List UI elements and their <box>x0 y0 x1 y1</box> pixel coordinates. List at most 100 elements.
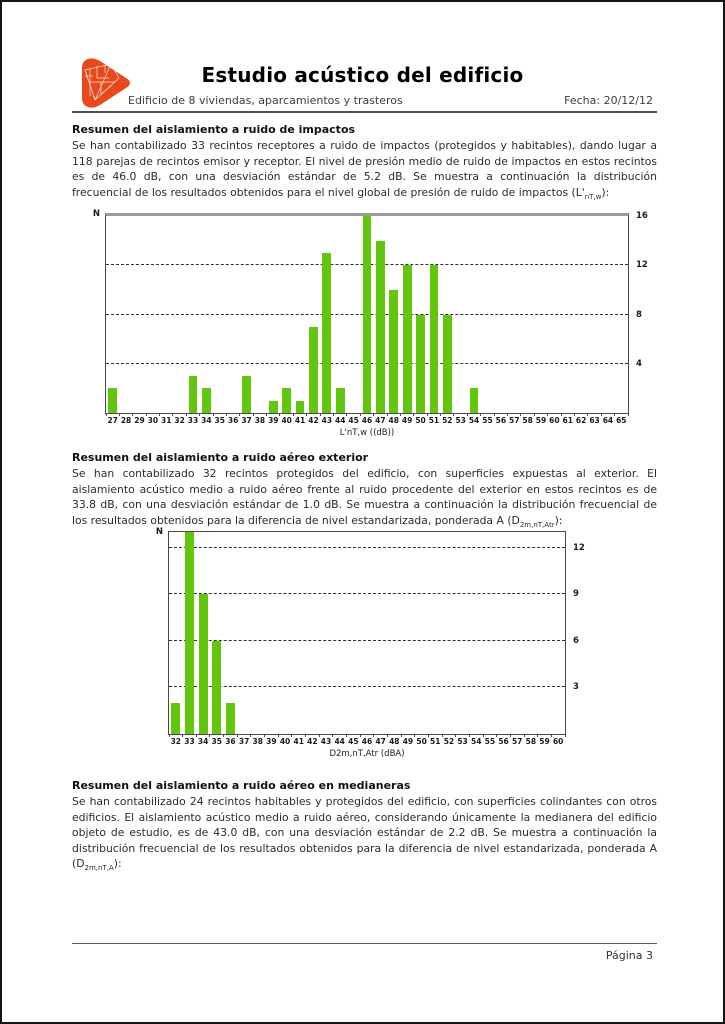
x-axis-tick <box>600 413 602 416</box>
x-axis-tick <box>306 413 308 416</box>
bar-48 <box>389 289 399 413</box>
x-tick-label-35: 35 <box>211 737 222 746</box>
x-tick-label-30: 30 <box>147 416 159 425</box>
bar-34 <box>201 388 211 413</box>
bar-44 <box>335 388 345 413</box>
x-axis-tick <box>560 413 562 416</box>
bar-33 <box>188 376 198 413</box>
x-tick-label-40: 40 <box>281 416 292 425</box>
y-tick-label-9: 9 <box>573 589 579 600</box>
bar-34 <box>198 594 208 734</box>
x-axis-tick <box>386 413 388 416</box>
y-tick-label-8: 8 <box>636 309 642 320</box>
x-tick-label-46: 46 <box>361 416 373 425</box>
x-tick-label-53: 53 <box>455 416 466 425</box>
x-tick-label-55: 55 <box>484 737 496 746</box>
x-tick-label-29: 29 <box>134 416 145 425</box>
x-tick-label-34: 34 <box>201 416 212 425</box>
x-axis-tick <box>520 413 522 416</box>
x-axis-tick <box>466 413 468 416</box>
y-axis-title: N <box>92 209 100 219</box>
formula-post: ): <box>113 857 122 871</box>
y-tick-label-12: 12 <box>573 542 585 553</box>
x-tick-label-28: 28 <box>120 416 132 425</box>
x-axis-tick <box>333 413 335 416</box>
x-axis-title: L'nT,w ((dB)) <box>339 428 395 438</box>
x-axis-tick <box>414 734 416 737</box>
x-axis-tick <box>480 413 482 416</box>
x-tick-label-63: 63 <box>589 416 600 425</box>
header-divider <box>72 111 657 113</box>
bar-47 <box>375 240 385 413</box>
x-axis-tick <box>252 413 254 416</box>
x-tick-label-44: 44 <box>334 737 345 746</box>
x-axis-tick <box>509 734 511 737</box>
y-tick-label-16: 16 <box>636 211 648 221</box>
x-axis-tick <box>564 734 566 737</box>
gridline-9 <box>169 593 565 595</box>
x-axis-tick <box>305 734 307 737</box>
x-axis-tick <box>195 734 197 737</box>
x-axis-tick <box>550 734 552 737</box>
x-axis-tick <box>105 413 107 416</box>
x-tick-label-62: 62 <box>575 416 587 425</box>
formula-post: ): <box>601 185 610 199</box>
x-tick-label-35: 35 <box>214 416 225 425</box>
x-tick-label-32: 32 <box>174 416 185 425</box>
x-axis-tick <box>209 734 211 737</box>
paragraph-text: Se han contabilizado 33 recintos recepto… <box>72 139 657 199</box>
bar-50 <box>416 314 425 413</box>
x-axis-tick <box>277 734 279 737</box>
x-tick-label-40: 40 <box>279 737 291 746</box>
exterior-airborne-noise-histogram: 32 33 34 35 36 37 38 39 40 41 42 43 44 45 46 47 48 49 50 51… <box>156 527 585 759</box>
x-tick-label-38: 38 <box>252 737 263 746</box>
chart-plot-area: 27 28 29 30 31 32 33 34 35 36 37 38 39 40 41 42 43 44 45 46… <box>105 211 648 425</box>
x-axis-tick <box>292 413 294 416</box>
bar-35 <box>212 640 222 734</box>
x-tick-label-56: 56 <box>495 416 507 425</box>
x-axis-tick <box>453 413 455 416</box>
x-tick-label-42: 42 <box>307 737 318 746</box>
x-axis-tick <box>264 734 266 737</box>
gridline-6 <box>169 639 565 641</box>
x-axis-tick <box>346 734 348 737</box>
x-axis-tick <box>468 734 470 737</box>
gridline-3 <box>169 686 565 688</box>
section-paragraph-medianeras: Se han contabilizado 24 recintos habitab… <box>72 794 657 872</box>
page-number: Página 3 <box>605 949 653 962</box>
bar-27 <box>108 388 118 413</box>
x-axis-tick <box>426 413 428 416</box>
x-axis-tick <box>212 413 214 416</box>
x-axis-tick <box>573 413 575 416</box>
formula-subscript: 2m,nT,Atr <box>519 520 555 529</box>
x-axis-title: D2m,nT,Atr (dBA) <box>329 749 405 759</box>
x-axis-tick <box>168 734 170 737</box>
formula-pre: (D <box>72 857 85 871</box>
bar-43 <box>322 252 332 413</box>
x-tick-label-51: 51 <box>428 416 440 425</box>
company-logo-icon <box>81 56 131 110</box>
x-axis-tick <box>199 413 201 416</box>
x-tick-label-33: 33 <box>184 737 195 746</box>
x-axis-tick <box>250 734 252 737</box>
footer-divider <box>72 943 657 944</box>
x-tick-label-60: 60 <box>552 737 564 746</box>
x-axis-tick <box>507 413 509 416</box>
x-tick-label-54: 54 <box>468 416 480 425</box>
x-axis-tick <box>413 413 415 416</box>
x-tick-label-51: 51 <box>430 737 441 746</box>
x-axis-tick <box>145 413 147 416</box>
x-tick-label-60: 60 <box>549 416 560 425</box>
x-tick-label-42: 42 <box>308 416 319 425</box>
x-axis-tick <box>118 413 120 416</box>
x-tick-label-47: 47 <box>375 416 386 425</box>
x-axis-tick <box>482 734 484 737</box>
x-axis-tick <box>533 413 535 416</box>
x-tick-label-55: 55 <box>482 416 493 425</box>
x-tick-label-39: 39 <box>268 416 279 425</box>
formula-subscript: nT,w <box>584 192 602 201</box>
x-axis-tick <box>537 734 539 737</box>
x-tick-label-39: 39 <box>266 737 277 746</box>
y-tick-label-3: 3 <box>573 682 579 693</box>
bar-46 <box>362 216 372 413</box>
